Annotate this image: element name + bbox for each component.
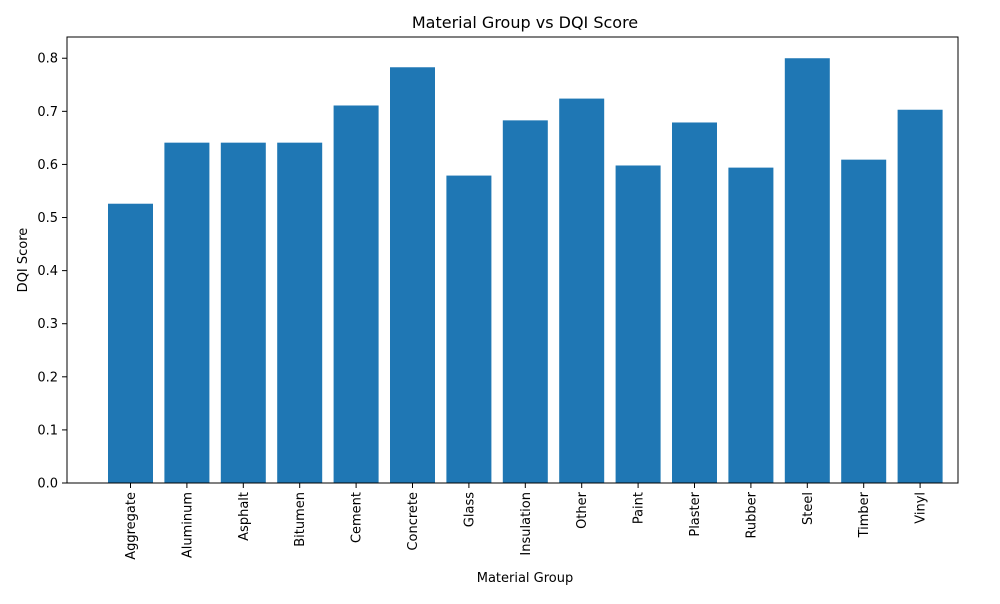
x-tick-label: Timber	[857, 491, 872, 538]
x-tick-label: Steel	[801, 492, 816, 525]
x-tick-label: Rubber	[744, 491, 759, 538]
y-tick-label: 0.0	[37, 477, 58, 492]
bar-bitumen	[277, 142, 323, 483]
bar-plaster	[672, 122, 717, 483]
x-tick-label: Plaster	[688, 491, 703, 536]
x-tick-label: Bitumen	[293, 492, 308, 547]
x-tick-label: Glass	[462, 492, 477, 527]
x-axis: Aggregate Aluminum Asphalt Bitumen Cement Con…	[124, 483, 929, 560]
bar-glass	[446, 175, 492, 484]
bar-cement	[333, 105, 379, 483]
x-tick-label: Concrete	[406, 492, 421, 551]
x-tick-label: Paint	[632, 492, 647, 524]
bar-steel	[784, 58, 830, 483]
bar-other	[559, 98, 605, 483]
y-tick-label: 0.3	[37, 317, 58, 332]
y-axis: 0.0 0.1 0.2 0.3 0.4 0.5 0.6 0.7 0.8	[37, 52, 67, 492]
y-tick-label: 0.8	[37, 52, 58, 67]
x-tick-label: Aggregate	[124, 492, 139, 560]
x-tick-label: Insulation	[519, 492, 534, 556]
x-tick-label: Other	[575, 491, 590, 529]
y-tick-label: 0.1	[37, 423, 58, 438]
x-axis-title: Material Group	[477, 571, 574, 586]
x-tick-label: Aluminum	[180, 492, 195, 558]
bar-timber	[841, 159, 887, 483]
bar-aggregate	[108, 203, 153, 483]
bar-asphalt	[220, 142, 266, 483]
bars-group	[108, 58, 943, 484]
x-tick-label: Asphalt	[237, 492, 252, 541]
y-tick-label: 0.4	[37, 264, 58, 279]
bar-vinyl	[897, 109, 943, 483]
x-tick-label: Cement	[350, 492, 365, 543]
x-tick-label: Vinyl	[914, 492, 929, 524]
bar-rubber	[728, 167, 774, 483]
plot-frame	[66, 36, 959, 484]
chart-title: Material Group vs DQI Score	[412, 13, 638, 32]
y-tick-label: 0.7	[37, 105, 58, 120]
bar-aluminum	[164, 142, 210, 483]
bar-concrete	[390, 67, 435, 483]
y-tick-label: 0.6	[37, 158, 58, 173]
y-tick-label: 0.2	[37, 370, 58, 385]
y-axis-title: DQI Score	[16, 228, 31, 293]
y-tick-label: 0.5	[37, 211, 58, 226]
bar-paint	[615, 165, 661, 483]
bar-insulation	[502, 120, 548, 483]
